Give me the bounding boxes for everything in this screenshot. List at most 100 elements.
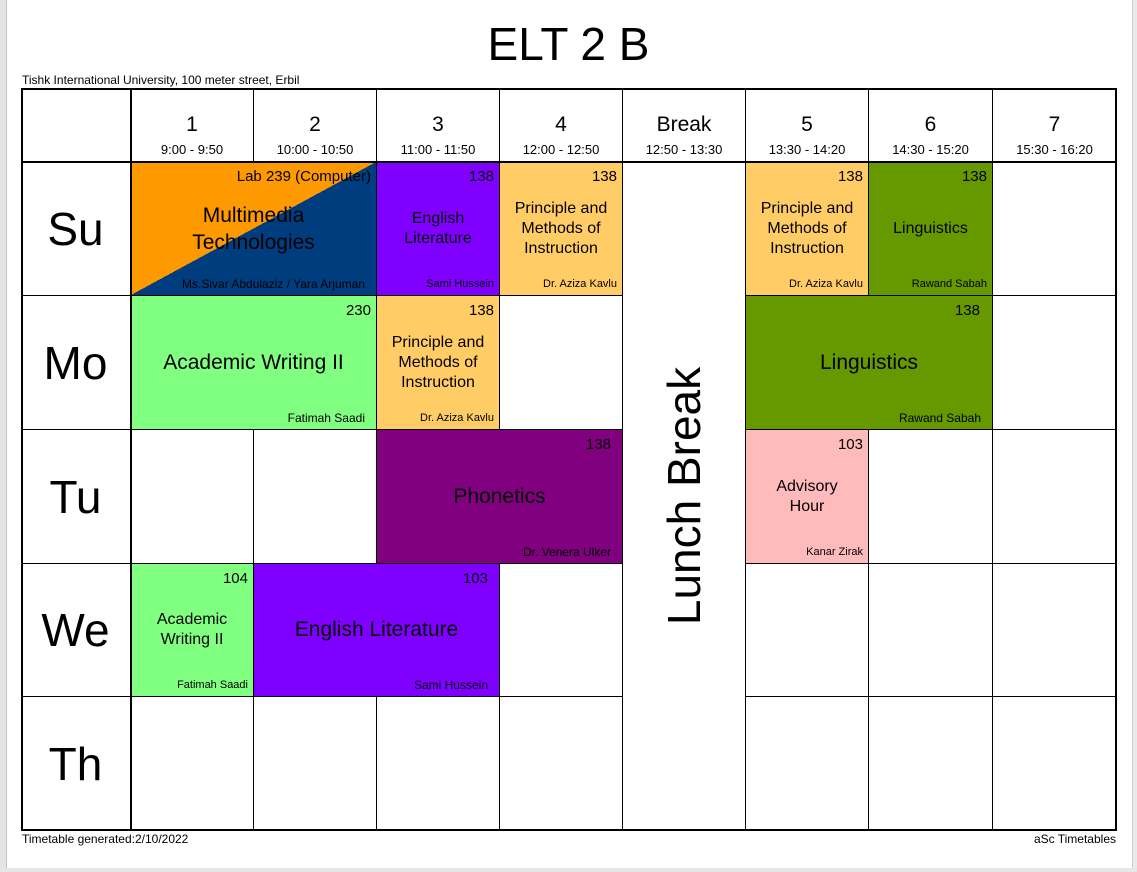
period-time: 12:00 - 12:50 xyxy=(522,142,600,157)
empty-slot xyxy=(993,564,1117,697)
empty-slot xyxy=(746,697,869,831)
lunch-break-label: Lunch Break xyxy=(658,366,710,626)
period-number: 3 xyxy=(432,113,444,136)
lesson-card-english-literature[interactable]: 103 English Literature Sami Hussein xyxy=(254,564,500,697)
room-label: 138 xyxy=(585,436,611,453)
teacher-label: Fatimah Saadi xyxy=(177,679,248,691)
empty-slot xyxy=(869,430,993,564)
timetable-grid: 1 9:00 - 9:50 2 10:00 - 10:50 3 11:00 - … xyxy=(21,88,1117,831)
day-label-wednesday: We xyxy=(21,564,131,697)
teacher-label: Sami Hussein xyxy=(426,278,494,290)
empty-slot xyxy=(500,564,623,697)
period-time: 9:00 - 9:50 xyxy=(160,142,224,157)
lesson-card-multimedia-technologies[interactable]: Lab 239 (Computer) Multimedia Technologi… xyxy=(131,162,377,296)
lesson-card-academic-writing[interactable]: 104 Academic Writing II Fatimah Saadi xyxy=(131,564,254,697)
subject-label: Linguistics xyxy=(819,350,919,374)
lesson-card-principle-methods[interactable]: 138 Principle and Methods of Instruction… xyxy=(377,296,500,430)
teacher-label: Sami Hussein xyxy=(413,678,488,692)
teacher-label: Dr. Aziza Kavlu xyxy=(789,278,863,290)
lesson-card-principle-methods[interactable]: 138 Principle and Methods of Instruction… xyxy=(500,162,623,296)
period-header-4: 4 12:00 - 12:50 xyxy=(500,88,623,162)
teacher-label: Kanar Zirak xyxy=(806,546,863,558)
day-column-divider xyxy=(130,88,132,831)
period-header-7: 7 15:30 - 16:20 xyxy=(993,88,1117,162)
lesson-card-principle-methods[interactable]: 138 Principle and Methods of Instruction… xyxy=(746,162,869,296)
period-header-6: 6 14:30 - 15:20 xyxy=(869,88,993,162)
period-number: 4 xyxy=(555,113,567,136)
subject-label: Academic Writing II xyxy=(156,611,228,648)
empty-slot xyxy=(131,430,254,564)
period-header-2: 2 10:00 - 10:50 xyxy=(254,88,377,162)
app-credit: aSc Timetables xyxy=(1033,832,1116,846)
lunch-break-column: Lunch Break xyxy=(623,162,746,831)
lesson-card-linguistics[interactable]: 138 Linguistics Rawand Sabah xyxy=(869,162,993,296)
teacher-label: Dr. Aziza Kavlu xyxy=(420,412,494,424)
period-time: 15:30 - 16:20 xyxy=(1016,142,1093,157)
period-number: 6 xyxy=(924,113,937,136)
period-time: 10:00 - 10:50 xyxy=(276,142,354,157)
window-left-edge xyxy=(0,0,7,872)
room-label: 138 xyxy=(468,302,494,319)
room-label: Lab 239 (Computer) xyxy=(236,168,371,185)
subject-label: English Literature xyxy=(404,209,472,247)
teacher-label: Dr. Venera Ulker xyxy=(522,545,611,559)
subject-label: English Literature xyxy=(294,618,459,641)
room-label: 104 xyxy=(222,570,248,587)
period-time: 12:50 - 13:30 xyxy=(645,142,723,157)
empty-slot xyxy=(869,697,993,831)
period-number: 2 xyxy=(309,113,321,136)
period-time: 11:00 - 11:50 xyxy=(400,142,476,157)
window-bottom-edge xyxy=(0,868,1137,872)
period-time: 14:30 - 15:20 xyxy=(892,142,969,157)
period-header-5: 5 13:30 - 14:20 xyxy=(746,88,869,162)
period-header-1: 1 9:00 - 9:50 xyxy=(131,88,254,162)
empty-slot xyxy=(993,430,1117,564)
header-divider xyxy=(21,161,1117,163)
period-number: Break xyxy=(656,113,712,136)
room-label: 138 xyxy=(591,168,617,185)
window-right-edge xyxy=(1132,0,1137,872)
subject-label: Phonetics xyxy=(453,484,546,508)
room-label: 138 xyxy=(468,168,494,185)
room-label: 138 xyxy=(837,168,863,185)
period-number: 7 xyxy=(1048,113,1061,136)
teacher-label: Rawand Sabah xyxy=(898,411,981,425)
subject-label: Multimedia Technologies xyxy=(192,203,315,254)
empty-slot xyxy=(869,564,993,697)
day-label-thursday: Th xyxy=(21,697,131,831)
subject-label: Principle and Methods of Instruction xyxy=(760,199,854,257)
day-label-monday: Mo xyxy=(21,296,131,430)
lesson-card-phonetics[interactable]: 138 Phonetics Dr. Venera Ulker xyxy=(377,430,623,564)
empty-slot xyxy=(993,697,1117,831)
teacher-label: Rawand Sabah xyxy=(911,278,987,290)
generated-date: Timetable generated:2/10/2022 xyxy=(22,832,189,846)
period-time: 13:30 - 14:20 xyxy=(768,142,846,157)
lesson-card-english-literature[interactable]: 138 English Literature Sami Hussein xyxy=(377,162,500,296)
teacher-label: Ms.Sivar Abdulaziz / Yara Arjuman xyxy=(182,277,365,291)
empty-slot xyxy=(254,430,377,564)
period-header-break: Break 12:50 - 13:30 xyxy=(623,88,746,162)
teacher-label: Dr. Aziza Kavlu xyxy=(543,278,617,290)
empty-slot xyxy=(993,162,1117,296)
empty-slot xyxy=(131,697,254,831)
timetable-title: ELT 2 B xyxy=(487,18,650,70)
school-address: Tishk International University, 100 mete… xyxy=(22,73,300,87)
day-label-tuesday: Tu xyxy=(21,430,131,564)
room-label: 138 xyxy=(954,302,980,319)
lesson-card-advisory-hour[interactable]: 103 Advisory Hour Kanar Zirak xyxy=(746,430,869,564)
empty-slot xyxy=(254,697,377,831)
empty-slot xyxy=(500,296,623,430)
subject-label: Advisory Hour xyxy=(776,477,838,515)
empty-slot xyxy=(746,564,869,697)
room-label: 230 xyxy=(345,302,371,319)
period-header-3: 3 11:00 - 11:50 xyxy=(377,88,500,162)
lesson-card-linguistics[interactable]: 138 Linguistics Rawand Sabah xyxy=(746,296,993,430)
lesson-card-academic-writing[interactable]: 230 Academic Writing II Fatimah Saadi xyxy=(131,296,377,430)
day-label-sunday: Su xyxy=(21,162,131,296)
teacher-label: Fatimah Saadi xyxy=(287,411,365,425)
room-label: 103 xyxy=(462,570,488,587)
subject-label: Principle and Methods of Instruction xyxy=(514,199,608,257)
subject-label: Principle and Methods of Instruction xyxy=(391,333,485,391)
empty-slot xyxy=(993,296,1117,430)
room-label: 138 xyxy=(961,168,987,185)
